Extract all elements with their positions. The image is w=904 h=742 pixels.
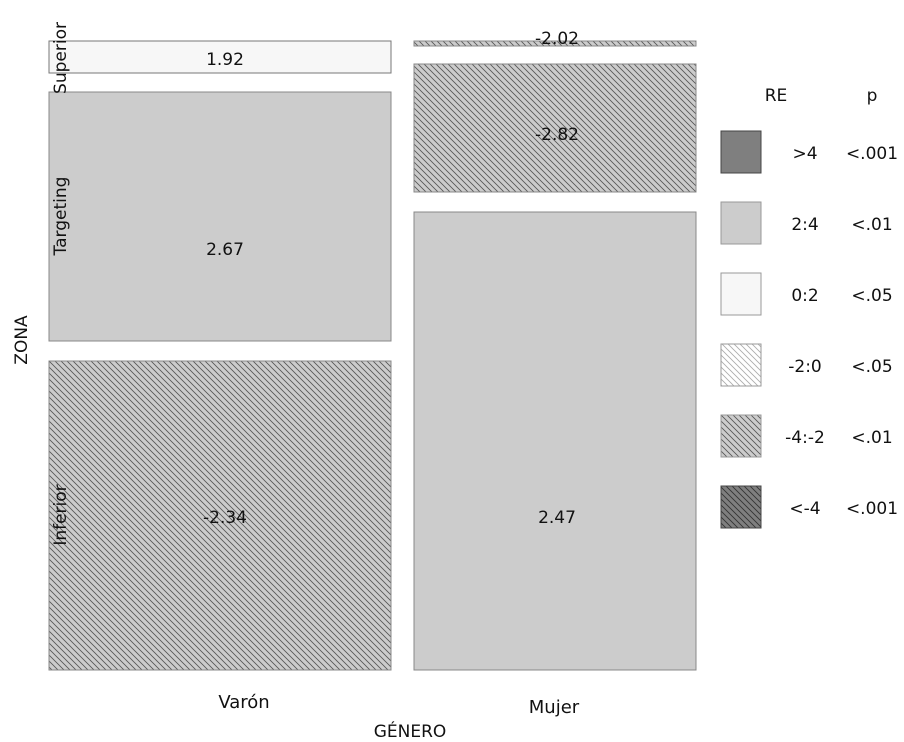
legend-p-label-2: <.01 — [851, 215, 892, 235]
row-label-superior: Superior — [51, 22, 71, 94]
legend-swatch-1 — [720, 130, 762, 174]
row-label-targeting: Targeting — [51, 177, 71, 257]
legend-p-label-4: <.05 — [851, 357, 892, 377]
legend-entries: >4 <.001 2:4 <.01 0:2 <.05 -2:0 <.05 -4:-2 <.01 <-… — [720, 130, 898, 529]
mosaic-cell-labels: 1.92 2.67 -2.34 -2.02 -2.82 2.47 — [203, 29, 579, 528]
cell-label-varon-inferior: -2.34 — [203, 508, 247, 528]
row-label-inferior: Inferior — [51, 484, 71, 545]
x-axis-title: GÉNERO — [374, 720, 447, 742]
legend-re-label-4: -2:0 — [788, 357, 822, 377]
column-label-varon: Varón — [218, 692, 269, 713]
cell-mujer-targeting — [413, 63, 697, 193]
legend-swatch-3 — [720, 272, 762, 316]
cell-label-varon-targeting: 2.67 — [206, 240, 244, 260]
legend-swatch-5 — [720, 414, 762, 458]
legend-re-label-6: <-4 — [789, 499, 820, 519]
mosaic-cells — [48, 40, 697, 671]
legend-p-label-5: <.01 — [851, 428, 892, 448]
cell-varon-superior — [48, 40, 392, 74]
legend: RE p >4 <.001 2:4 <.01 0:2 <.05 -2:0 <.05 -4:-2 <… — [720, 86, 898, 529]
legend-re-label-3: 0:2 — [791, 286, 818, 306]
legend-p-label-6: <.001 — [846, 499, 898, 519]
cell-mujer-inferior — [413, 211, 697, 671]
legend-header-p: p — [867, 86, 878, 106]
legend-p-label-3: <.05 — [851, 286, 892, 306]
legend-re-label-2: 2:4 — [791, 215, 818, 235]
cell-label-mujer-superior: -2.02 — [535, 29, 579, 49]
cell-mujer-superior — [413, 40, 697, 47]
cell-varon-targeting — [48, 91, 392, 342]
legend-swatch-2 — [720, 201, 762, 245]
column-label-mujer: Mujer — [529, 697, 580, 718]
cell-label-mujer-targeting: -2.82 — [535, 125, 579, 145]
legend-swatch-6 — [720, 485, 762, 529]
legend-header-re: RE — [765, 86, 788, 106]
legend-re-label-1: >4 — [792, 144, 817, 164]
cell-label-varon-superior: 1.92 — [206, 50, 244, 70]
legend-swatch-4 — [720, 343, 762, 387]
legend-re-label-5: -4:-2 — [785, 428, 825, 448]
y-axis-title: ZONA — [12, 315, 32, 365]
cell-label-mujer-inferior: 2.47 — [538, 508, 576, 528]
legend-p-label-1: <.001 — [846, 144, 898, 164]
cell-varon-inferior — [48, 360, 392, 671]
